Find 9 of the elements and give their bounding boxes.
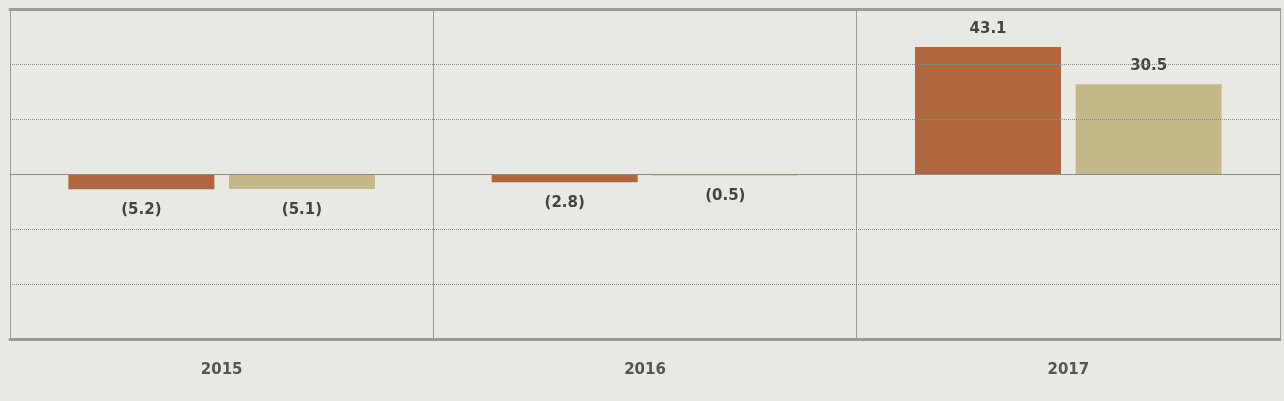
x-tick-label: 2016 xyxy=(624,359,666,378)
data-label: (2.8) xyxy=(544,192,585,211)
x-tick-label: 2015 xyxy=(200,359,243,378)
x-tick-label: 2017 xyxy=(1047,359,1090,378)
data-label: (5.1) xyxy=(281,199,323,218)
data-label: 30.5 xyxy=(1130,55,1168,74)
data-label: (5.2) xyxy=(121,199,162,218)
data-label: (0.5) xyxy=(705,185,746,204)
data-label: 43.1 xyxy=(969,18,1007,37)
